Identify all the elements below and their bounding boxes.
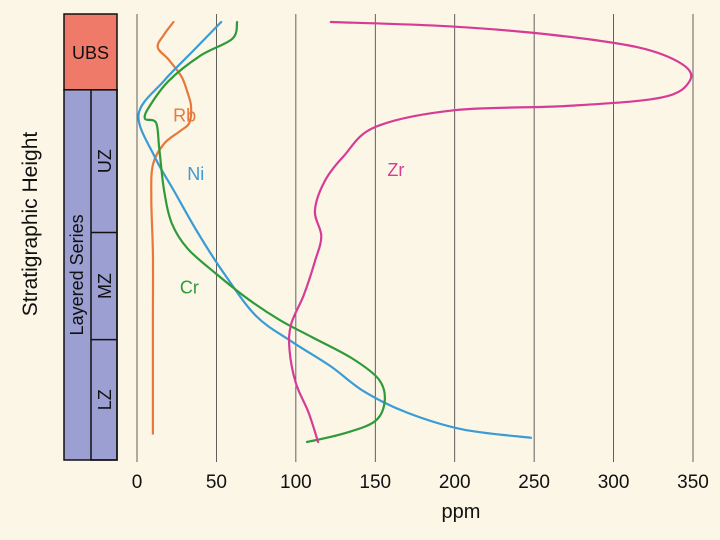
layered-series-label: Layered Series (67, 214, 87, 335)
zone-label-mz: MZ (95, 273, 115, 299)
grid-lines (136, 14, 694, 462)
series-line-zr (287, 20, 693, 444)
x-axis-title: ppm (442, 501, 481, 523)
series-label-ni: Ni (187, 164, 204, 184)
x-tick-label: 100 (280, 472, 312, 493)
x-tick-label: 350 (677, 472, 709, 493)
zone-label-lz: LZ (95, 389, 115, 410)
y-axis-title: Stratigraphic Height (19, 132, 42, 317)
x-tick-label: 250 (518, 472, 550, 493)
x-tick-label: 300 (598, 472, 630, 493)
x-tick-label: 50 (206, 472, 227, 493)
x-axis-ticks: 0 50 100 150 200 250 300 350 (132, 472, 709, 493)
x-tick-label: 150 (359, 472, 391, 493)
series-line-rb (150, 20, 193, 435)
series-label-cr: Cr (180, 278, 199, 298)
zone-label-uz: UZ (95, 149, 115, 173)
series-line-cr (143, 20, 386, 444)
x-tick-label: 0 (132, 472, 143, 493)
x-tick-label: 200 (439, 472, 471, 493)
series-label-zr: Zr (387, 160, 404, 180)
zone-column (90, 89, 118, 461)
series-label-rb: Rb (173, 105, 196, 125)
stratigraphic-column: UBS Layered Series UZ MZ LZ (63, 13, 118, 461)
ubs-label: UBS (72, 43, 109, 63)
ubs-box (63, 13, 118, 91)
series-layer: Rb Ni Cr Zr (137, 20, 693, 444)
series-line-ni (137, 20, 533, 439)
